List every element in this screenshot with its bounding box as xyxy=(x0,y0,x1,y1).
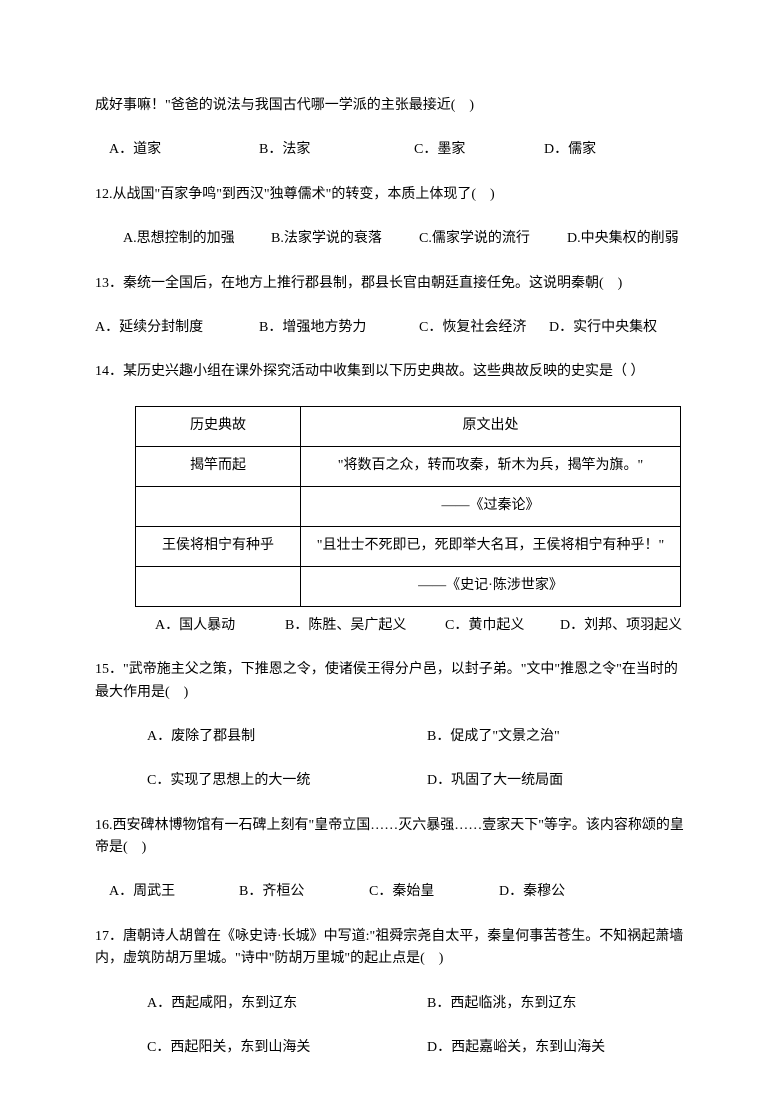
q14-stem: 14．某历史兴趣小组在课外探究活动中收集到以下历史典故。这些典故反映的史实是（ … xyxy=(95,361,685,383)
q16-options: A．周武王 B．齐桓公 C．秦始皇 D．秦穆公 xyxy=(95,881,685,903)
q13-stem: 13．秦统一全国后，在地方上推行郡县制，郡县长官由朝廷直接任免。这说明秦朝( ) xyxy=(95,273,685,295)
q14-r3c1: 王侯将相宁有种乎 xyxy=(136,526,301,566)
q14-th2: 原文出处 xyxy=(301,406,681,446)
q15-opt-b: B．促成了"文景之治" xyxy=(427,726,560,748)
q16-opt-c: C．秦始皇 xyxy=(369,881,499,903)
q14-r2c1 xyxy=(136,486,301,526)
q14-r4c1 xyxy=(136,566,301,606)
q12-opt-c: C.儒家学说的流行 xyxy=(419,228,567,250)
q14-opt-c: C．黄巾起义 xyxy=(445,615,560,637)
q17-opt-b: B．西起临洮，东到辽东 xyxy=(427,993,576,1015)
q11-opt-c: C．墨家 xyxy=(414,139,544,161)
q12-options: A.思想控制的加强 B.法家学说的衰落 C.儒家学说的流行 D.中央集权的削弱 xyxy=(95,228,685,250)
q15-opt-c: C．实现了思想上的大一统 xyxy=(147,770,427,792)
q17-opt-c: C．西起阳关，东到山海关 xyxy=(147,1037,427,1059)
q14-r1c1: 揭竿而起 xyxy=(136,446,301,486)
q17-opt-d: D．西起嘉峪关，东到山海关 xyxy=(427,1037,605,1059)
q16-opt-d: D．秦穆公 xyxy=(499,881,565,903)
q12-opt-a: A.思想控制的加强 xyxy=(123,228,271,250)
q13-opt-d: D．实行中央集权 xyxy=(549,317,657,339)
q15-options: A．废除了郡县制 B．促成了"文景之治" C．实现了思想上的大一统 D．巩固了大… xyxy=(95,726,685,793)
q16-stem: 16.西安碑林博物馆有一石碑上刻有"皇帝立国……灭六暴强……壹家天下"等字。该内… xyxy=(95,815,685,860)
q14-options: A．国人暴动 B．陈胜、吴广起义 C．黄巾起义 D．刘邦、项羽起义 xyxy=(95,615,685,637)
q15-opt-d: D．巩固了大一统局面 xyxy=(427,770,563,792)
q15-opt-a: A．废除了郡县制 xyxy=(147,726,427,748)
q16-opt-a: A．周武王 xyxy=(109,881,239,903)
q13-opt-b: B．增强地方势力 xyxy=(259,317,419,339)
q11-opt-d: D．儒家 xyxy=(544,139,596,161)
q16-opt-b: B．齐桓公 xyxy=(239,881,369,903)
q14-table: 历史典故 原文出处 揭竿而起 "将数百之众，转而攻秦，斩木为兵，揭竿为旗。" —… xyxy=(135,406,681,607)
q11-opt-a: A．道家 xyxy=(109,139,259,161)
q12-opt-d: D.中央集权的削弱 xyxy=(567,228,679,250)
q11-opt-b: B．法家 xyxy=(259,139,414,161)
q17-stem: 17．唐朝诗人胡曾在《咏史诗·长城》中写道:"祖舜宗尧自太平，秦皇何事苦苍生。不… xyxy=(95,926,685,971)
q17-options: A．西起咸阳，东到辽东 B．西起临洮，东到辽东 C．西起阳关，东到山海关 D．西… xyxy=(95,993,685,1060)
q12-opt-b: B.法家学说的衰落 xyxy=(271,228,419,250)
q11-options: A．道家 B．法家 C．墨家 D．儒家 xyxy=(95,139,685,161)
q14-r4c2: ——《史记·陈涉世家》 xyxy=(301,566,681,606)
q14-r3c2: "且壮士不死即已，死即举大名耳，王侯将相宁有种乎！" xyxy=(301,526,681,566)
q13-opt-c: C．恢复社会经济 xyxy=(419,317,549,339)
q14-r1c2: "将数百之众，转而攻秦，斩木为兵，揭竿为旗。" xyxy=(301,446,681,486)
q15-stem: 15．"武帝施主父之策，下推恩之令，使诸侯王得分户邑，以封子弟。"文中"推恩之令… xyxy=(95,659,685,704)
q11-stem: 成好事嘛！"爸爸的说法与我国古代哪一学派的主张最接近( ) xyxy=(95,95,685,117)
q13-options: A．延续分封制度 B．增强地方势力 C．恢复社会经济 D．实行中央集权 xyxy=(95,317,685,339)
q14-opt-a: A．国人暴动 xyxy=(155,615,285,637)
q14-opt-d: D．刘邦、项羽起义 xyxy=(560,615,682,637)
q14-r2c2: ——《过秦论》 xyxy=(301,486,681,526)
q13-opt-a: A．延续分封制度 xyxy=(95,317,259,339)
q14-opt-b: B．陈胜、吴广起义 xyxy=(285,615,445,637)
q14-th1: 历史典故 xyxy=(136,406,301,446)
q12-stem: 12.从战国"百家争鸣"到西汉"独尊儒术"的转变，本质上体现了( ) xyxy=(95,184,685,206)
q17-opt-a: A．西起咸阳，东到辽东 xyxy=(147,993,427,1015)
